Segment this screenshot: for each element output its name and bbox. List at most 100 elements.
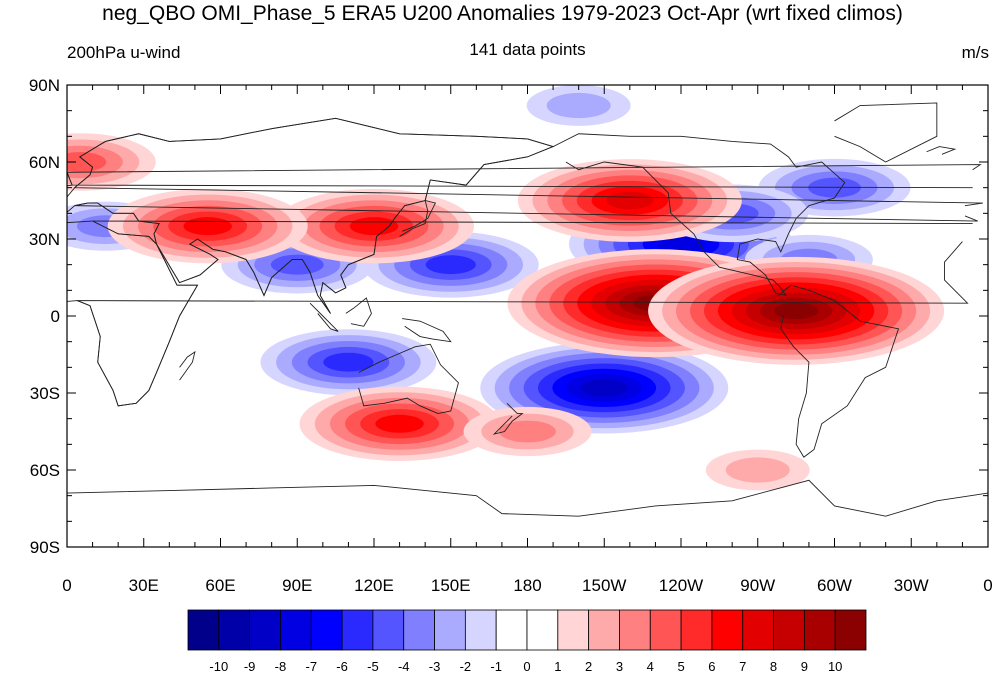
colorbar-label: 6 [708, 659, 715, 674]
colorbar-swatch [187, 609, 220, 651]
data-count-label: 141 data points [469, 40, 586, 59]
lat-tick-label: 0 [51, 307, 60, 326]
colorbar-label: 10 [828, 659, 842, 674]
coastline [358, 343, 459, 415]
anomaly-contour [581, 379, 628, 397]
anomaly-contour [606, 191, 654, 210]
anomaly-contour [270, 254, 324, 275]
anomaly-contour [773, 302, 819, 320]
axis-ticks [66, 84, 989, 548]
variable-label: 200hPa u-wind [67, 43, 181, 62]
anomaly-contour [67, 152, 107, 172]
lat-tick-label: 60S [30, 461, 60, 480]
colorbar-swatch [372, 609, 405, 651]
lon-tick-label: 150E [431, 576, 471, 595]
colorbar-swatch [249, 609, 281, 651]
coastline [67, 479, 988, 517]
lon-tick-label: 90E [282, 576, 312, 595]
colorbar-swatch [711, 609, 744, 651]
coastline [77, 220, 973, 407]
coastline [399, 199, 437, 237]
lon-tick-label: 0 [62, 576, 71, 595]
anomaly-contour [183, 217, 232, 236]
lon-tick-label: 120W [659, 576, 703, 595]
coastline [777, 284, 900, 458]
anomaly-contour [725, 457, 790, 483]
colorbar-label: -2 [460, 659, 472, 674]
coastline [492, 402, 524, 435]
lon-tick-label: 180 [513, 576, 541, 595]
colorbar-label: -7 [305, 659, 317, 674]
colorbar-label: 3 [616, 659, 623, 674]
anomaly-contour [546, 92, 611, 119]
colorbar-swatch [310, 609, 343, 651]
coastline [73, 117, 983, 314]
anomaly-contour [323, 352, 374, 372]
colorbar-label: -6 [336, 659, 348, 674]
anomaly-field [67, 85, 945, 491]
colorbar-swatch [557, 609, 590, 651]
colorbar-label: -9 [244, 659, 256, 674]
coastline [926, 146, 957, 155]
colorbar-label: 2 [585, 659, 592, 674]
colorbar-label: 0 [523, 659, 530, 674]
lon-tick-label: 0 [983, 576, 992, 595]
colorbar-label: 8 [770, 659, 777, 674]
colorbar-label: -10 [209, 659, 228, 674]
colorbar-label: 5 [677, 659, 684, 674]
anomaly-contour [349, 217, 399, 236]
coastline [834, 102, 938, 163]
anomaly-contour [425, 255, 476, 275]
anomaly-contour [657, 235, 705, 253]
colorbar-label: -5 [367, 659, 379, 674]
units-label: m/s [961, 43, 989, 62]
colorbar: -10 -9 -8 -7 -6 -5 -4 -3 -2 -1 0 1 2 3 4 5 6 7 8 9 10 [187, 609, 867, 674]
lat-tick-label: 90S [30, 538, 60, 557]
lon-tick-label: 60E [205, 576, 235, 595]
colorbar-swatch [341, 609, 374, 651]
lat-tick-label: 60N [29, 153, 60, 172]
colorbar-swatch [434, 609, 466, 651]
colorbar-label: -1 [490, 659, 502, 674]
lon-tick-label: 60W [817, 576, 852, 595]
lat-tick-label: 30N [29, 230, 60, 249]
coastline [552, 133, 846, 297]
colorbar-label: 4 [647, 659, 654, 674]
colorbar-swatch [280, 609, 312, 651]
lon-tick-label: 150W [582, 576, 626, 595]
lon-tick-label: 90W [740, 576, 775, 595]
lon-tick-label: 120E [354, 576, 394, 595]
colorbar-label: -8 [275, 659, 287, 674]
lat-tick-label: 30S [30, 384, 60, 403]
colorbar-label: 9 [801, 659, 808, 674]
colorbar-swatch [218, 609, 251, 651]
colorbar-swatch [834, 609, 867, 651]
colorbar-swatch [464, 609, 497, 651]
coastlines [67, 102, 988, 517]
colorbar-label: 1 [554, 659, 561, 674]
colorbar-swatch [742, 609, 774, 651]
colorbar-swatch [526, 609, 559, 651]
colorbar-swatch [495, 609, 528, 651]
longitude-axis: 0 30E 60E 90E 120E 150E 180 150W 120W 90W 60W 30W 0 [62, 576, 992, 595]
anomaly-contour [499, 420, 556, 443]
lat-tick-label: 90N [29, 76, 60, 95]
anomaly-contour [375, 414, 424, 433]
colorbar-swatch [588, 609, 620, 651]
colorbar-swatch [773, 609, 805, 651]
chart-title: neg_QBO OMI_Phase_5 ERA5 U200 Anomalies … [102, 2, 903, 25]
coastline [309, 302, 339, 332]
lon-tick-label: 30E [129, 576, 159, 595]
colorbar-label: 7 [739, 659, 746, 674]
coastline [179, 350, 196, 381]
colorbar-label: -3 [429, 659, 441, 674]
coastline [402, 318, 452, 343]
latitude-axis: 90N 60N 30N 0 30S 60S 90S [29, 76, 60, 557]
colorbar-swatch [803, 609, 836, 651]
colorbar-swatch [619, 609, 651, 651]
coastline [67, 164, 982, 189]
colorbar-swatch [403, 609, 435, 651]
colorbar-swatch [680, 609, 713, 651]
colorbar-label: -4 [398, 659, 410, 674]
